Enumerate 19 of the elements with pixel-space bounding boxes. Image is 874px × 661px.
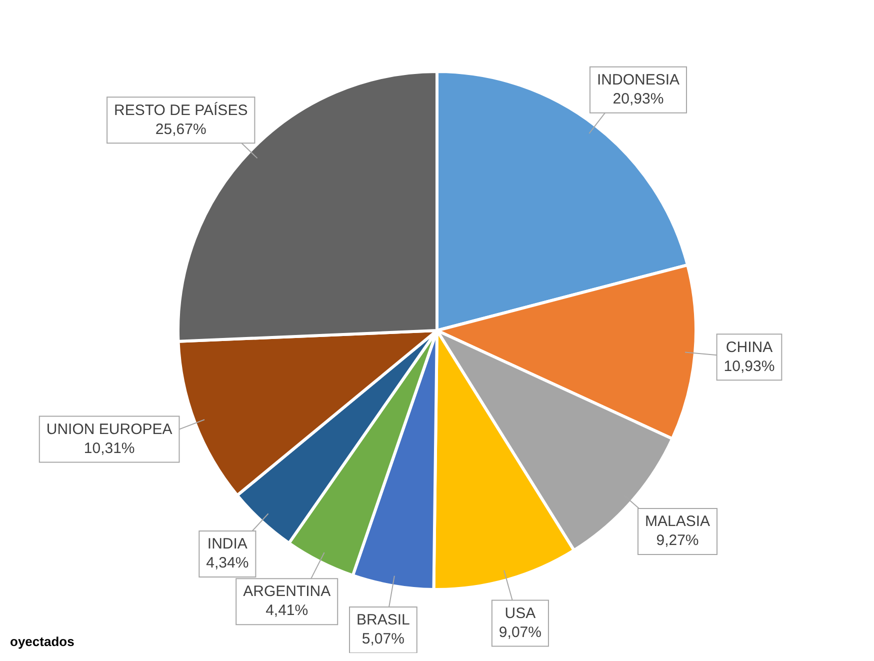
- data-label: 10,31%: [84, 440, 135, 457]
- slice-label: INDIA: [207, 536, 248, 553]
- data-label: 5,07%: [362, 630, 404, 648]
- slice-label: MALASIA: [644, 513, 710, 530]
- slice-label: UNION EUROPEA: [46, 420, 172, 438]
- data-label: 4,34%: [206, 554, 249, 572]
- data-label: 9,27%: [656, 532, 699, 550]
- data-label: 10,93%: [724, 358, 775, 375]
- data-label: 9,07%: [498, 624, 542, 641]
- slice-label: CHINA: [726, 338, 773, 356]
- data-label: 20,93%: [612, 90, 664, 108]
- text: oyectados: [10, 634, 74, 650]
- slice-label: INDONESIA: [596, 72, 680, 89]
- slice-label: RESTO DE PAÍSES: [114, 100, 248, 119]
- data-label: 25,67%: [155, 120, 206, 138]
- slice-label: BRASIL: [356, 612, 410, 629]
- slice-label: ARGENTINA: [243, 583, 331, 600]
- slice-label: USA: [504, 604, 536, 622]
- data-label: 4,41%: [266, 602, 308, 620]
